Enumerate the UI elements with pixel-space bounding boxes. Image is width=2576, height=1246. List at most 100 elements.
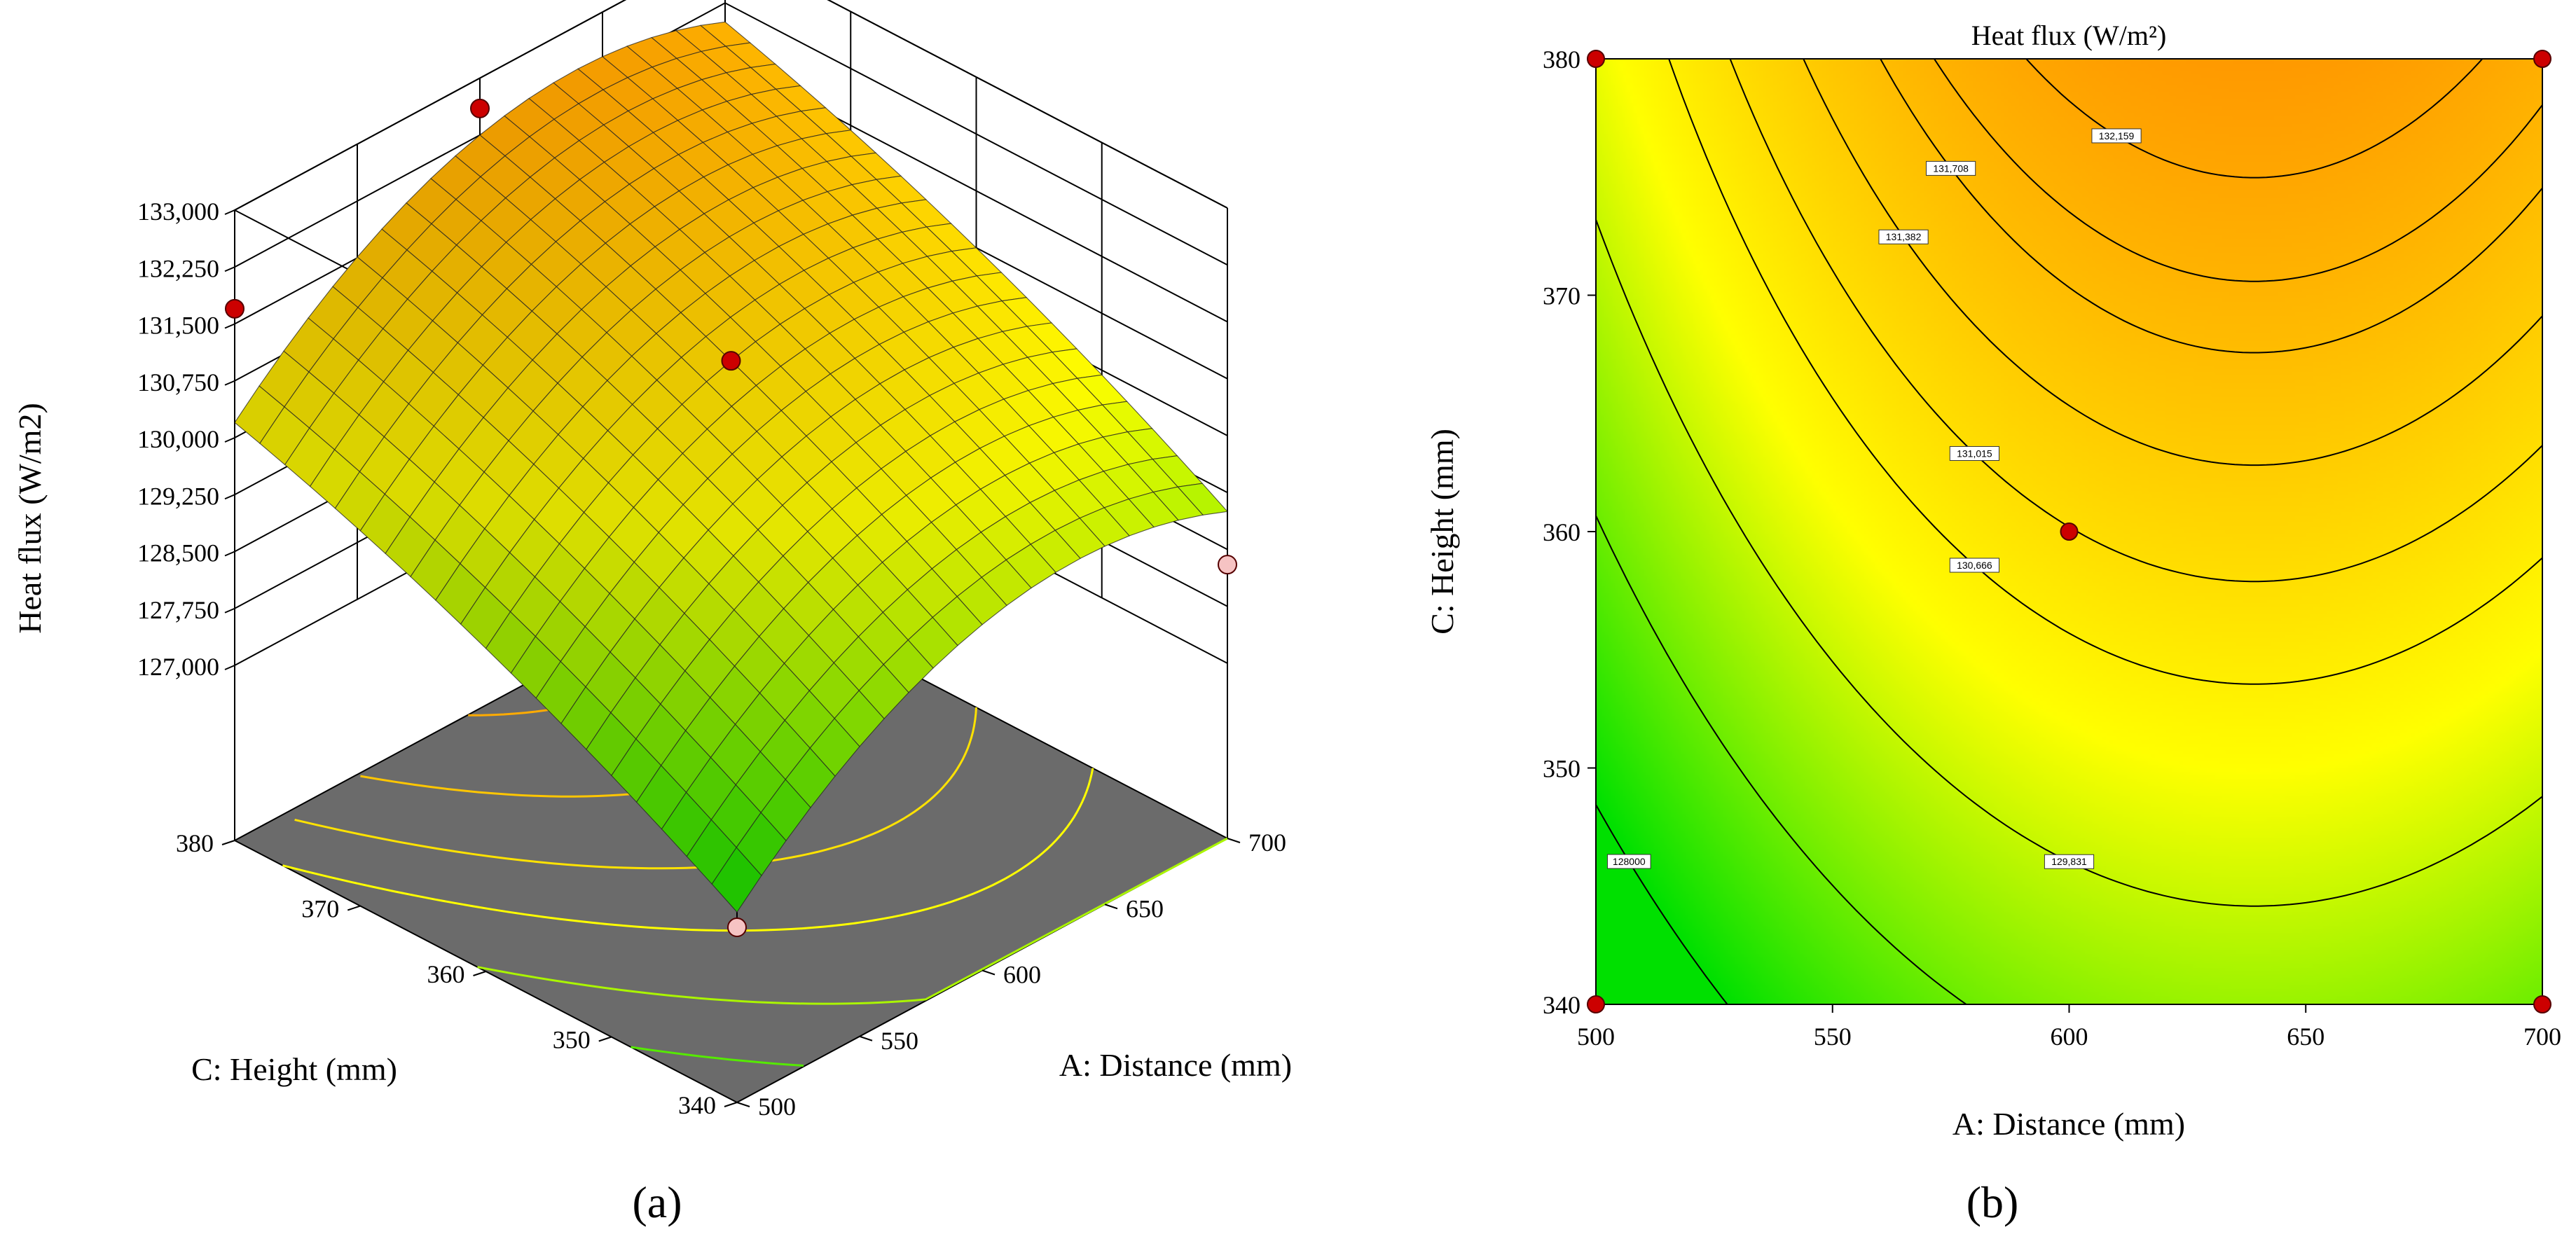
contour-line	[1879, 59, 2542, 354]
y-tick-label: 350	[1543, 755, 1580, 783]
contour-label: 130,666	[1949, 558, 2000, 573]
design-point	[727, 918, 747, 937]
z-tick-label: 133,000	[137, 198, 219, 226]
y-tick-label: 340	[678, 1091, 716, 1119]
svg-text:131,382: 131,382	[1886, 231, 1922, 242]
floor-contour	[282, 768, 1094, 932]
axis-ticks: 500 550 600 650 700 340 350 360 370 380	[1543, 46, 2561, 1051]
y-axis-title: C: Height (mm)	[191, 1051, 397, 1087]
surface-cell	[711, 847, 762, 913]
z-tick	[224, 551, 235, 557]
x-tick-label: 550	[881, 1027, 918, 1055]
contour-line	[1596, 804, 1728, 1004]
y-tick	[724, 1102, 738, 1107]
contour-line	[1803, 59, 2542, 466]
chart-title: Heat flux (W/m²)	[1971, 20, 2167, 51]
svg-text:132,159: 132,159	[2099, 130, 2135, 141]
y-tick-label: 360	[1543, 518, 1580, 546]
y-tick-label: 380	[1543, 46, 1580, 74]
z-tick	[224, 494, 235, 500]
contour-line	[2025, 59, 2484, 179]
surface-plot-panel: 127,000 127,750 128,500 129,250 130,000 130,7…	[12, 0, 1292, 1227]
y-axis-title: C: Height (mm)	[1424, 429, 1460, 635]
x-tick-label: 600	[1003, 961, 1041, 989]
contour-line	[1668, 59, 2542, 685]
floor-contour	[294, 707, 977, 870]
design-point	[225, 298, 244, 319]
contour-plot-panel: 128000 129,831 130,666 131,015 131,382 131,70…	[1424, 20, 2561, 1227]
z-tick-label: 128,500	[137, 539, 219, 567]
y-tick	[598, 1036, 612, 1042]
design-point	[2533, 995, 2551, 1013]
panel-label-a: (a)	[632, 1177, 682, 1227]
contour-label: 131,015	[1949, 445, 2000, 461]
contour-label: 129,831	[2044, 854, 2095, 869]
z-tick	[224, 665, 235, 670]
contour-line	[1933, 59, 2542, 282]
y-tick-label: 340	[1543, 991, 1580, 1019]
floor-contour	[477, 837, 1228, 1005]
x-axis-title: A: Distance (mm)	[1952, 1106, 2185, 1142]
contour-label: 131,382	[1878, 229, 1929, 244]
svg-text:130,666: 130,666	[1957, 560, 1992, 571]
design-point	[470, 98, 490, 118]
z-tick-label: 130,000	[137, 425, 219, 453]
y-tick	[221, 840, 235, 845]
x-tick-label: 550	[1814, 1023, 1852, 1051]
x-tick-label: 700	[2523, 1023, 2561, 1051]
z-tick	[224, 437, 235, 443]
x-tick	[982, 969, 996, 976]
contour-line	[1729, 59, 2542, 583]
z-tick	[224, 380, 235, 386]
contour-label: 132,159	[2091, 128, 2142, 144]
x-tick-label: 650	[2287, 1023, 2324, 1051]
y-tick-label: 370	[301, 895, 339, 923]
x-tick-label: 600	[2051, 1023, 2088, 1051]
y-tick	[347, 905, 361, 911]
x-axis-title: A: Distance (mm)	[1059, 1047, 1292, 1083]
svg-text:131,708: 131,708	[1933, 162, 1969, 174]
x-tick	[736, 1102, 750, 1107]
design-point	[1218, 555, 1237, 575]
svg-text:129,831: 129,831	[2051, 856, 2087, 867]
contour-labels: 128000 129,831 130,666 131,015 131,382 131,70…	[1606, 128, 2142, 869]
x-tick-label: 700	[1248, 829, 1286, 857]
x-tick-label: 650	[1126, 894, 1164, 922]
svg-text:128000: 128000	[1613, 856, 1646, 867]
x-tick-label: 500	[1577, 1023, 1615, 1051]
contour-line	[1596, 515, 2542, 1004]
design-points	[1587, 50, 2551, 1013]
z-axis-title: Heat flux (W/m2)	[12, 403, 48, 634]
y-tick-label: 370	[1543, 282, 1580, 310]
z-tick-label: 132,250	[137, 254, 219, 282]
axis-ticks: 127,000 127,750 128,500 129,250 130,000 130,7…	[137, 198, 1286, 1121]
design-point	[721, 351, 741, 371]
z-tick	[224, 266, 235, 272]
z-tick	[224, 323, 235, 329]
y-tick	[473, 971, 486, 976]
design-point	[2060, 522, 2079, 541]
contour-label: 128000	[1606, 854, 1651, 869]
design-points	[225, 98, 1237, 937]
z-tick-label: 131,500	[137, 312, 219, 340]
x-tick	[1227, 838, 1241, 843]
x-tick-label: 500	[758, 1093, 796, 1121]
z-tick-label: 127,750	[137, 596, 219, 624]
design-point	[2533, 50, 2551, 68]
contour-lines	[1596, 59, 2542, 1004]
z-tick	[224, 607, 235, 614]
svg-text:131,015: 131,015	[1957, 448, 1992, 459]
floor-contour	[631, 1046, 804, 1067]
panel-label-b: (b)	[1967, 1177, 2019, 1227]
x-tick	[859, 1035, 873, 1041]
z-tick	[224, 209, 235, 215]
y-tick-label: 360	[427, 960, 465, 988]
y-tick-label: 350	[553, 1026, 591, 1054]
y-tick-label: 380	[176, 829, 214, 857]
z-tick-label: 130,750	[137, 368, 219, 396]
design-point	[1587, 50, 1605, 68]
x-tick	[1104, 904, 1118, 910]
design-point	[1587, 995, 1605, 1013]
response-surface	[234, 21, 1229, 913]
